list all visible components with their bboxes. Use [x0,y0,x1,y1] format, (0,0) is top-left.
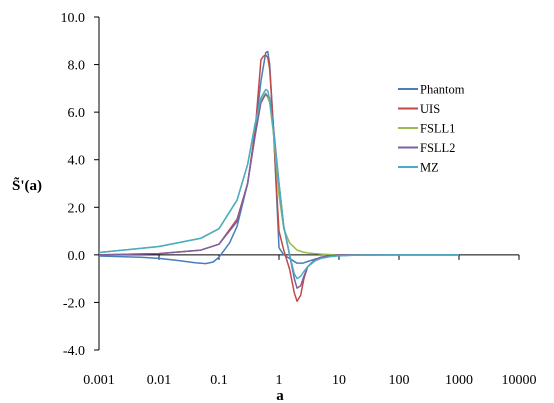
x-tick-label: 0.001 [83,373,115,388]
y-tick-label: -4.0 [63,344,85,359]
x-axis-label: a [276,388,284,403]
x-tick-label: 10000 [502,373,537,388]
y-tick-label: 8.0 [68,59,86,74]
x-tick-label: 10 [332,373,346,388]
legend: Phantom UIS FSLL1 FSLL2 MZ [398,83,465,175]
y-axis-label: S̃'(a) [12,177,42,194]
y-tick-label: 2.0 [68,201,86,216]
y-tick-label: -2.0 [63,296,85,311]
y-tick-label: 0.0 [68,249,86,264]
axes [94,16,520,351]
x-tick-labels: 0.001 0.01 0.1 1 10 100 1000 10000 [83,373,536,388]
y-tick-label: 10.0 [61,11,86,26]
y-tick-label: 6.0 [68,106,86,121]
y-axis-ticks [94,16,99,351]
x-tick-label: 100 [389,373,410,388]
y-tick-label: 4.0 [68,154,86,169]
legend-label-fsll2: FSLL2 [420,141,455,155]
legend-label-uis: UIS [420,102,440,116]
x-tick-label: 0.1 [210,373,228,388]
plot-lines [98,50,459,302]
y-tick-labels: 10.0 8.0 6.0 4.0 2.0 0.0 -2.0 -4.0 [61,11,86,359]
x-tick-label: 1000 [445,373,473,388]
series-line-mz [98,88,459,280]
legend-label-fsll1: FSLL1 [420,122,455,136]
x-tick-label: 1 [276,373,283,388]
legend-label-mz: MZ [420,161,439,175]
x-tick-label: 0.01 [147,373,172,388]
legend-label-phantom: Phantom [420,83,465,97]
